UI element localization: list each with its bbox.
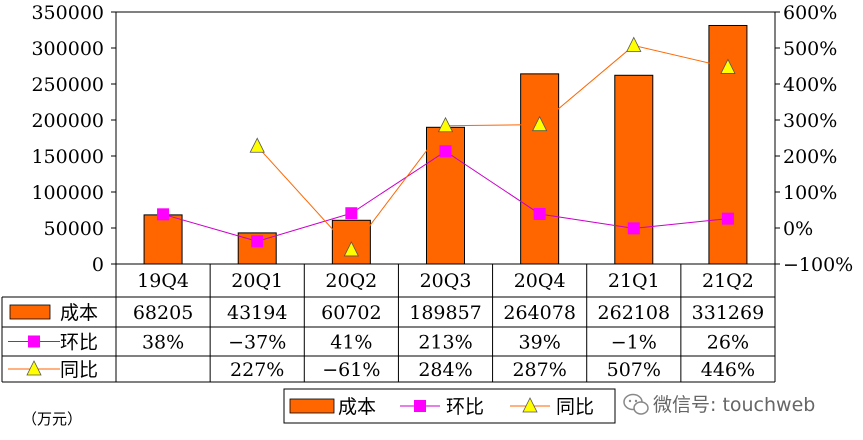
right-axis-tick-label: 600%: [783, 2, 837, 24]
row-key-marker-同比: [26, 360, 42, 376]
table-cell: 41%: [330, 332, 372, 354]
wechat-icon: [623, 393, 649, 415]
point-环比: [721, 212, 734, 225]
row-header-环比: 环比: [60, 332, 98, 354]
point-同比: [437, 116, 454, 133]
left-axis-tick-label: 100000: [31, 182, 104, 204]
left-axis-tick-label: 250000: [31, 74, 104, 96]
legend-label-环比: 环比: [446, 396, 484, 418]
right-axis-tick-label: 100%: [783, 182, 837, 204]
left-axis-tick-label: 150000: [31, 146, 104, 168]
category-label-20Q1: 20Q1: [231, 270, 283, 292]
table-cell: 446%: [701, 359, 755, 381]
left-axis-tick-label: 200000: [31, 110, 104, 132]
point-同比: [531, 115, 548, 132]
row-key-成本: [9, 304, 51, 320]
point-环比: [345, 207, 358, 220]
left-axis-tick-label: 50000: [44, 218, 104, 240]
legend-marker-同比: [522, 397, 538, 413]
legend-label-同比: 同比: [556, 396, 594, 418]
right-axis-tick-label: 200%: [783, 146, 837, 168]
category-label-19Q4: 19Q4: [137, 270, 189, 292]
point-环比: [627, 222, 640, 235]
right-axis-tick-label: 500%: [783, 38, 837, 60]
point-环比: [533, 207, 546, 220]
right-axis-tick-label: −100%: [783, 254, 853, 276]
table-cell: −37%: [228, 332, 286, 354]
bar-19Q4: [143, 214, 183, 265]
table-cell: 60702: [321, 302, 381, 324]
point-环比: [251, 235, 264, 248]
table-cell: 331269: [692, 302, 765, 324]
left-axis-tick-label: 300000: [31, 38, 104, 60]
table-cell: 262108: [598, 302, 671, 324]
table-cell: 227%: [230, 359, 284, 381]
watermark: 微信号: touchweb: [653, 394, 815, 416]
category-label-20Q2: 20Q2: [325, 270, 377, 292]
category-label-21Q1: 21Q1: [608, 270, 660, 292]
left-axis-tick-label: 0: [92, 254, 104, 276]
legend-swatch-成本: [289, 398, 335, 414]
right-axis-tick-label: 300%: [783, 110, 837, 132]
point-同比: [343, 241, 360, 257]
row-header-成本: 成本: [60, 302, 98, 324]
point-同比: [720, 58, 736, 74]
table-cell: 213%: [418, 332, 472, 354]
table-cell: 38%: [142, 332, 184, 354]
series-line-同比: [256, 44, 729, 251]
table-cell: 26%: [707, 332, 749, 354]
point-同比: [626, 36, 642, 52]
table-cell: 264078: [503, 302, 576, 324]
row-key-marker-环比: [28, 335, 40, 348]
left-axis-tick-label: 350000: [31, 2, 104, 24]
legend-label-成本: 成本: [338, 396, 376, 418]
table-cell: −1%: [611, 332, 657, 354]
table-cell: 43194: [227, 302, 287, 324]
right-axis-tick-label: 400%: [783, 74, 837, 96]
table-cell: 189857: [409, 302, 482, 324]
category-label-20Q4: 20Q4: [514, 270, 566, 292]
row-header-同比: 同比: [60, 359, 98, 381]
table-cell: −61%: [322, 359, 380, 381]
unit-label: （万元）: [22, 410, 82, 428]
legend-marker-环比: [414, 400, 426, 412]
point-环比: [157, 208, 170, 221]
point-环比: [439, 145, 452, 158]
table-cell: 284%: [418, 359, 472, 381]
bar-20Q4: [520, 73, 560, 265]
table-cell: 68205: [133, 302, 193, 324]
table-cell: 39%: [519, 332, 561, 354]
table-cell: 287%: [512, 359, 566, 381]
table-cell: 507%: [607, 359, 661, 381]
point-同比: [249, 137, 265, 153]
category-label-20Q3: 20Q3: [420, 270, 472, 292]
legend-box: [283, 388, 616, 424]
right-axis-tick-label: 0%: [783, 218, 813, 240]
category-label-21Q2: 21Q2: [702, 270, 754, 292]
bar-21Q1: [614, 74, 654, 265]
